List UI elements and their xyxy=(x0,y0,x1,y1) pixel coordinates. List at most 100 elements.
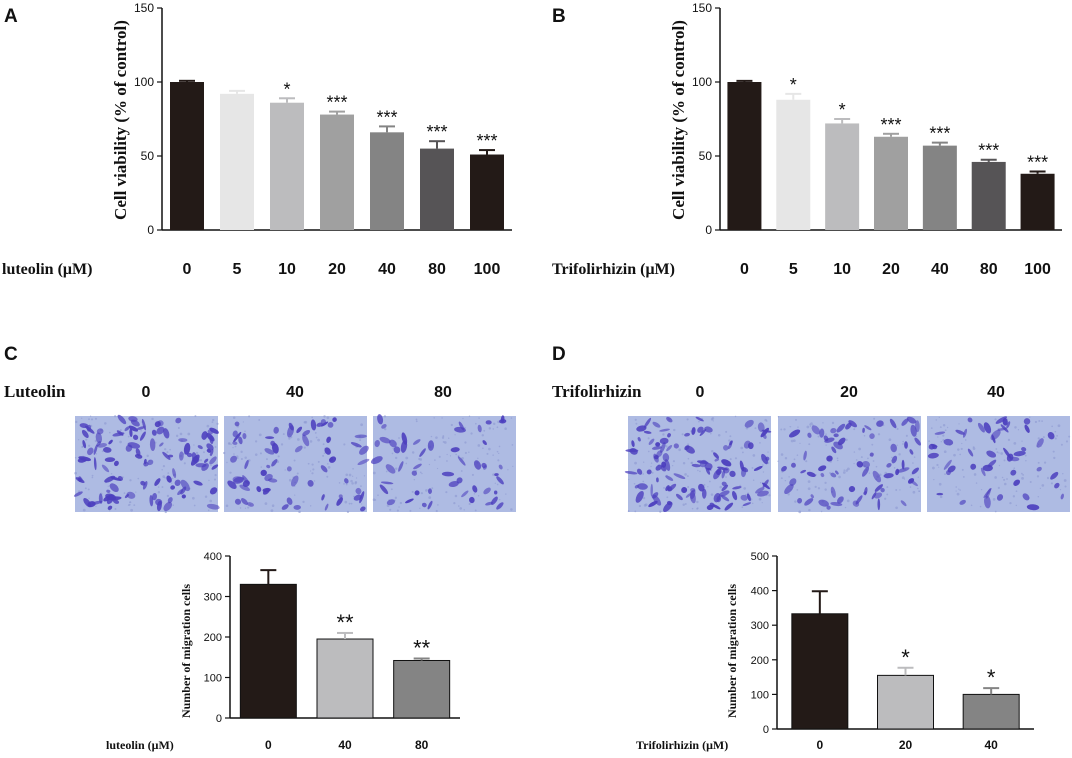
micrograph-speckle xyxy=(464,441,467,444)
bar xyxy=(370,132,404,230)
micrograph-speckle xyxy=(445,491,448,494)
stained-cell xyxy=(637,437,641,442)
stained-cell xyxy=(380,481,394,485)
micrograph-speckle xyxy=(183,462,186,465)
stained-cell xyxy=(98,493,103,504)
stained-cell xyxy=(724,502,734,511)
micrograph-speckle xyxy=(114,508,117,510)
micrograph-speckle xyxy=(239,507,242,509)
micrograph-speckle xyxy=(208,479,210,482)
micrograph-speckle xyxy=(942,423,946,427)
stained-cell xyxy=(477,424,482,433)
stained-cell xyxy=(704,426,713,433)
micrograph-speckle xyxy=(799,442,801,444)
stained-cell xyxy=(666,416,673,423)
micrograph-speckle xyxy=(449,455,452,457)
bar xyxy=(1020,173,1055,230)
stained-cell xyxy=(721,469,726,479)
micrograph-speckle xyxy=(795,418,797,421)
micrograph-speckle xyxy=(193,504,196,507)
stained-cell xyxy=(87,447,94,456)
micrograph-speckle xyxy=(88,444,91,447)
micrograph-speckle xyxy=(474,509,477,512)
chart-b-bars: ***** ********* xyxy=(727,75,1055,230)
micrograph-speckle xyxy=(796,454,799,456)
micrograph-speckle xyxy=(478,417,480,419)
stained-cell xyxy=(663,501,673,513)
category-label: 40 xyxy=(338,738,352,752)
micrograph-speckle xyxy=(884,497,887,500)
micrograph-speckle xyxy=(470,432,473,435)
micrograph-speckle xyxy=(659,510,662,513)
micrograph-speckle xyxy=(806,425,810,429)
stained-cell xyxy=(634,484,639,489)
micrograph-speckle xyxy=(973,473,977,476)
stained-cell xyxy=(232,441,238,445)
micrograph-speckle xyxy=(896,444,898,446)
stained-cell xyxy=(139,431,146,441)
micrograph-speckle xyxy=(687,457,690,460)
micrograph-speckle xyxy=(355,477,358,479)
stained-cell xyxy=(355,487,362,495)
stained-cell xyxy=(869,452,874,457)
stained-cell xyxy=(324,503,329,511)
category-label: 10 xyxy=(833,261,851,278)
micrograph-speckle xyxy=(784,457,788,460)
stained-cell xyxy=(1023,418,1031,425)
micrograph-speckle xyxy=(493,422,496,426)
micrograph-speckle xyxy=(891,456,893,459)
micrograph-speckle xyxy=(712,420,714,422)
micrograph-speckle xyxy=(682,503,685,506)
stained-cell xyxy=(872,470,882,483)
micrograph-speckle xyxy=(240,450,243,453)
category-label: 100 xyxy=(1024,261,1051,278)
stained-cell xyxy=(481,462,487,469)
stained-cell xyxy=(117,475,123,481)
stained-cell xyxy=(389,439,397,448)
stained-cell xyxy=(996,494,1004,501)
y-tick-label: 50 xyxy=(699,149,713,163)
micrograph-speckle xyxy=(481,434,484,437)
y-tick-label: 0 xyxy=(763,724,769,736)
micrograph-speckle xyxy=(384,428,387,431)
micrograph-speckle xyxy=(678,448,681,452)
y-tick-label: 100 xyxy=(692,75,712,89)
micrograph-speckle xyxy=(264,502,268,505)
stained-cell xyxy=(781,466,787,472)
micrograph-speckle xyxy=(351,482,354,485)
micrograph-speckle xyxy=(394,456,398,460)
micrograph-speckle xyxy=(899,489,901,491)
micrograph-speckle xyxy=(436,467,439,470)
micrograph-speckle xyxy=(933,478,935,481)
micrograph-speckle xyxy=(394,467,398,471)
stained-cell xyxy=(967,417,973,423)
micrograph-speckle xyxy=(394,496,398,500)
stained-cell xyxy=(830,427,837,434)
micrograph-speckle xyxy=(741,451,744,454)
micrograph-speckle xyxy=(194,415,197,418)
micrograph-speckle xyxy=(647,437,650,440)
micrograph-speckle xyxy=(708,480,711,483)
micrograph-speckle xyxy=(390,488,393,491)
micrograph-speckle xyxy=(266,458,268,461)
micrograph-speckle xyxy=(280,443,284,446)
stained-cell xyxy=(193,480,203,486)
stained-cell xyxy=(629,448,638,455)
micrograph-speckle xyxy=(488,427,492,430)
micrograph-speckle xyxy=(507,469,509,471)
micrograph-speckle xyxy=(1041,420,1043,422)
micrograph-speckle xyxy=(244,507,247,509)
micrograph-speckle xyxy=(697,469,699,472)
stained-cell xyxy=(206,448,212,453)
micrograph-speckle xyxy=(419,507,421,509)
stained-cell xyxy=(473,460,482,470)
stained-cell xyxy=(845,422,852,430)
stained-cell xyxy=(86,424,92,432)
micrograph-speckle xyxy=(959,489,961,491)
micrograph-speckle xyxy=(494,482,496,484)
micrograph-speckle xyxy=(936,463,939,467)
stained-cell xyxy=(1013,451,1026,457)
micrograph-speckle xyxy=(958,488,960,490)
stained-cell xyxy=(414,490,420,496)
micrograph-speckle xyxy=(845,469,849,472)
